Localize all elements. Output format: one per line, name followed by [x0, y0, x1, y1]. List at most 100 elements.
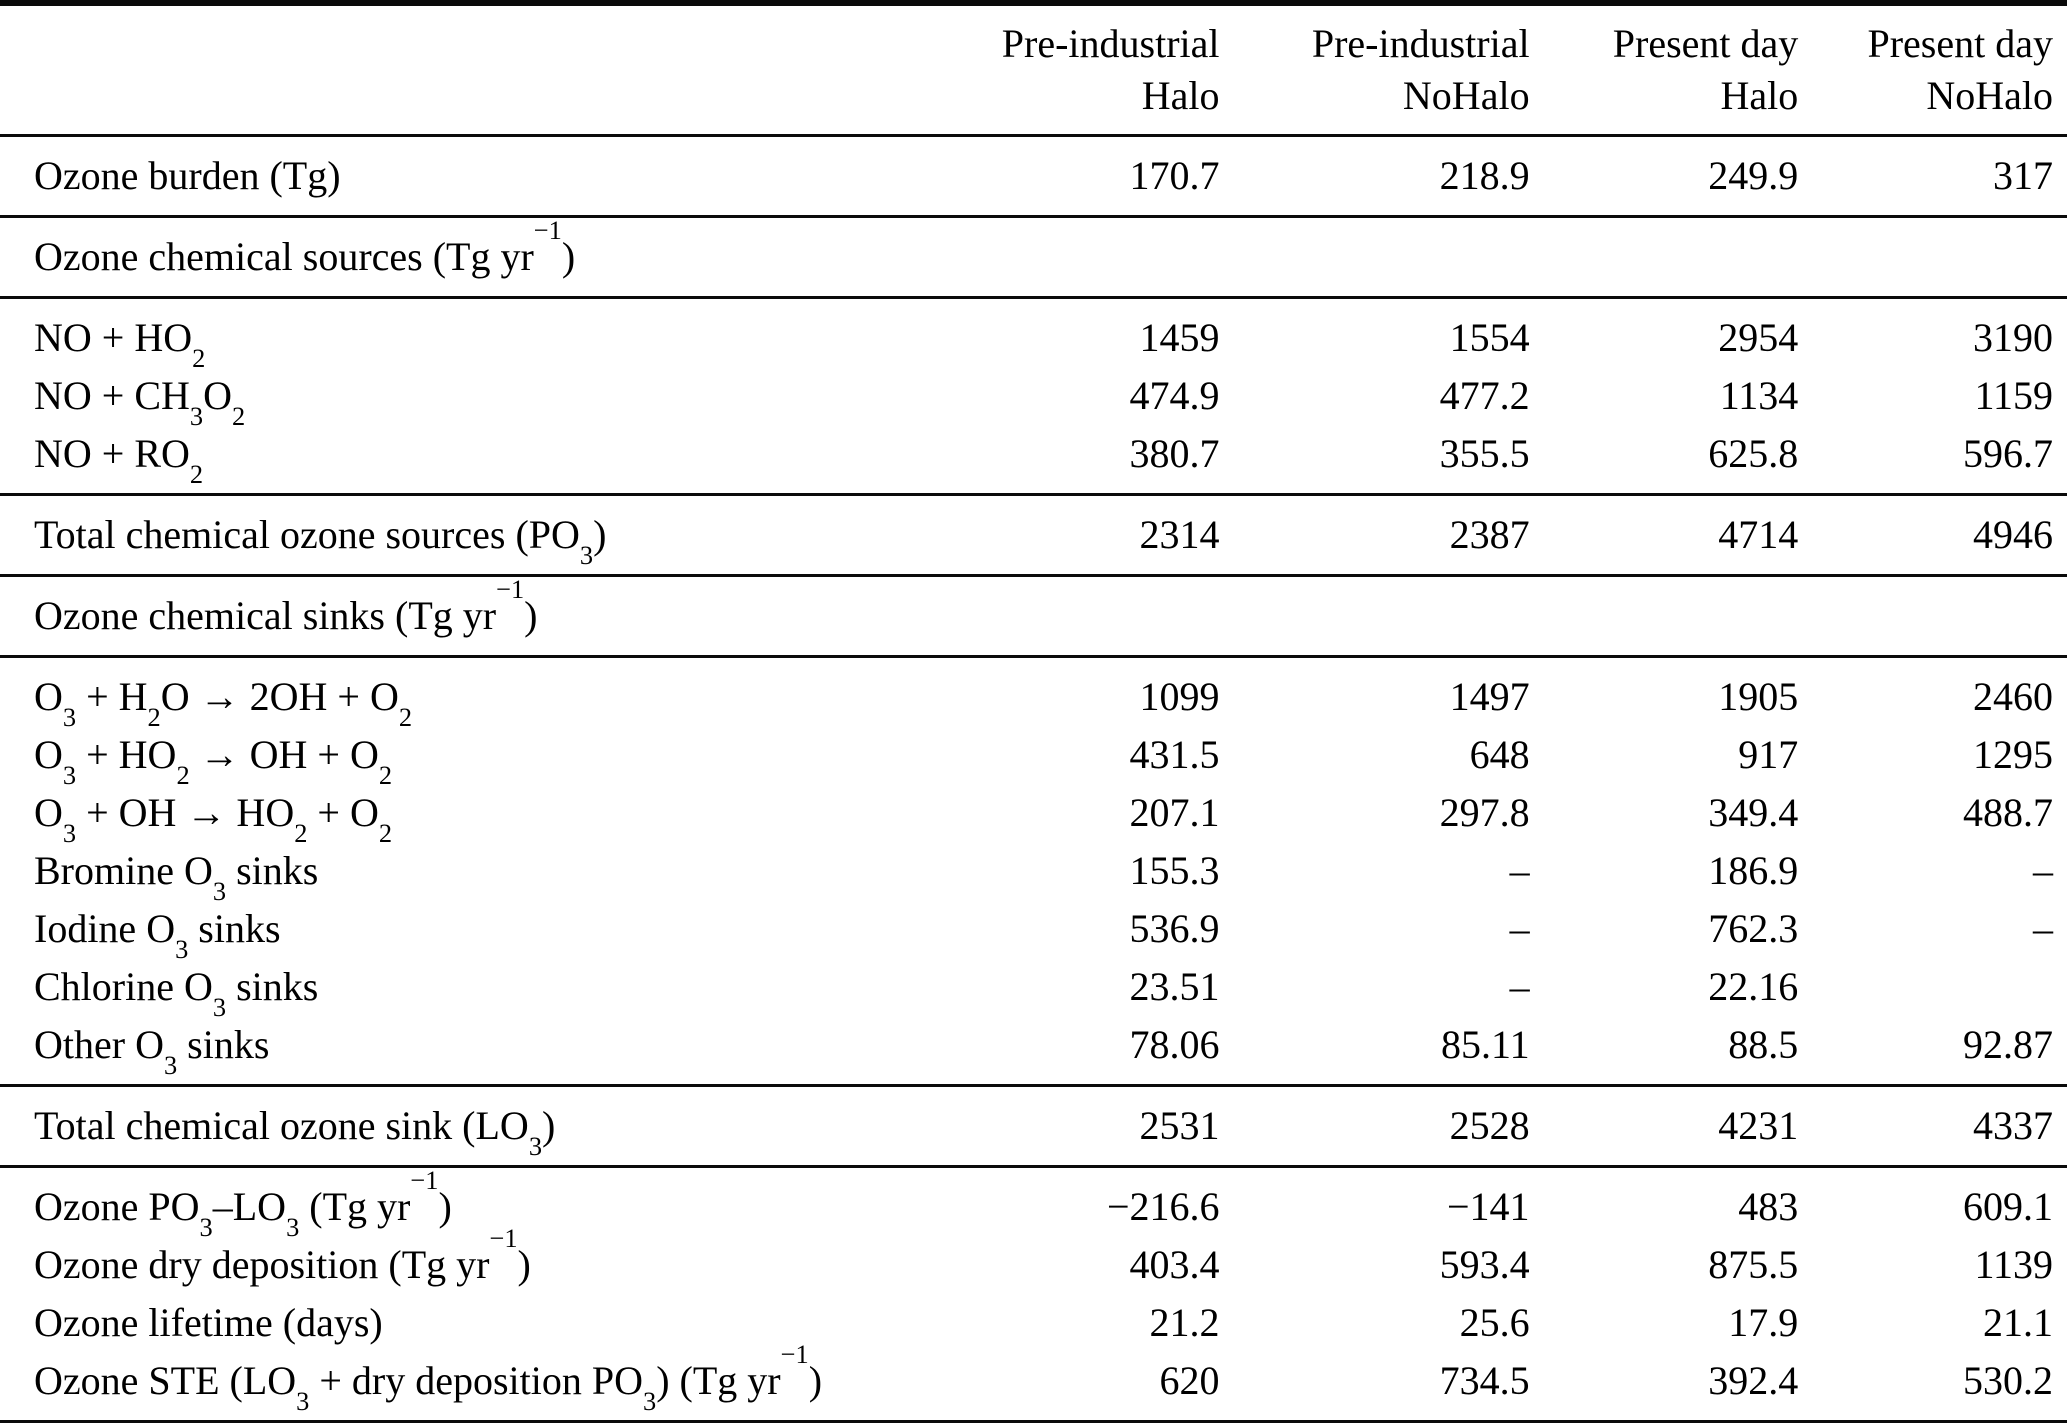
- column-header-line1: Pre-industrial: [1001, 21, 1220, 66]
- data-block: NO + HO2 1459 1554 2954 3190 NO + CH3O2 474.9 4…: [0, 297, 2067, 495]
- data-block: Total chemical ozone sources (PO3) 2314 23…: [0, 494, 2067, 576]
- cell-value: [1798, 958, 2067, 1016]
- cell-value: 317: [1993, 153, 2053, 198]
- cell-value: 2314: [1139, 512, 1220, 557]
- table-row: NO + CH3O2 474.9 477.2 1134 1159: [0, 367, 2067, 430]
- cell-value: 85.11: [1441, 1022, 1530, 1067]
- row-label: Other O3 sinks: [34, 1022, 270, 1081]
- section-header-row: Ozone chemical sources (Tg yr−1): [0, 217, 2067, 298]
- row-label: Ozone STE (LO3 + dry deposition PO3) (Tg…: [34, 1339, 823, 1417]
- cell-value: 4714: [1718, 512, 1799, 557]
- cell-value: 17.9: [1728, 1300, 1799, 1345]
- section-header-row: Ozone chemical sinks (Tg yr−1): [0, 576, 2067, 657]
- table-row: NO + RO2 380.7 355.5 625.8 596.7: [0, 425, 2067, 495]
- cell-value: 4231: [1718, 1103, 1799, 1148]
- table-row: NO + HO2 1459 1554 2954 3190: [0, 298, 2067, 374]
- cell-value: 23.51: [1129, 964, 1220, 1009]
- header-empty-cell: [0, 3, 951, 136]
- column-header-line1: Present day: [1867, 21, 2053, 66]
- cell-value: –: [1509, 964, 1530, 1009]
- cell-value: 249.9: [1708, 153, 1799, 198]
- table-row: Ozone PO3–LO3 (Tg yr−1) −216.6 −141 483 609.…: [0, 1167, 2067, 1240]
- cell-value: 4946: [1973, 512, 2053, 557]
- section-block: Ozone chemical sinks (Tg yr−1): [0, 575, 2067, 657]
- data-block: Ozone PO3–LO3 (Tg yr−1) −216.6 −141 483 609.…: [0, 1166, 2067, 1422]
- header-row: Pre-industrial Halo Pre-industrial NoHalo …: [0, 3, 2067, 136]
- column-header-presentday-halo: Present day Halo: [1530, 3, 1799, 136]
- cell-value: –: [2033, 906, 2053, 951]
- cell-value: 297.8: [1439, 790, 1530, 835]
- row-label: Ozone lifetime (days): [34, 1300, 383, 1345]
- cell-value: 1099: [1139, 674, 1220, 719]
- cell-value: 734.5: [1439, 1358, 1530, 1403]
- table-row: Other O3 sinks 78.06 85.11 88.5 92.87: [0, 1016, 2067, 1086]
- cell-value: 4337: [1973, 1103, 2053, 1148]
- column-header-line1: Present day: [1612, 21, 1799, 66]
- table-row: Chlorine O3 sinks 23.51 – 22.16: [0, 958, 2067, 1023]
- cell-value: 21.1: [1983, 1300, 2053, 1345]
- cell-value: 1905: [1718, 674, 1799, 719]
- data-block: Ozone burden (Tg) 170.7 218.9 249.9 317: [0, 135, 2067, 217]
- cell-value: –: [1509, 848, 1530, 893]
- cell-value: 474.9: [1129, 373, 1220, 418]
- cell-value: 2528: [1449, 1103, 1530, 1148]
- column-header-line2: Halo: [1141, 73, 1220, 118]
- data-block: Total chemical ozone sink (LO3) 2531 2528 4…: [0, 1085, 2067, 1167]
- row-label: O3 + HO2 → OH + O2: [34, 732, 393, 791]
- cell-value: 530.2: [1963, 1358, 2053, 1403]
- cell-value: 155.3: [1129, 848, 1220, 893]
- cell-value: 1295: [1973, 732, 2053, 777]
- row-label: O3 + OH → HO2 + O2: [34, 790, 393, 849]
- cell-value: 1139: [1974, 1242, 2053, 1287]
- cell-value: 2954: [1718, 315, 1799, 360]
- data-block: O3 + H2O → 2OH + O2 1099 1497 1905 2460 O3 + …: [0, 656, 2067, 1086]
- cell-value: 483: [1738, 1184, 1799, 1229]
- cell-value: 1554: [1449, 315, 1530, 360]
- cell-value: 22.16: [1708, 964, 1799, 1009]
- table-row: O3 + HO2 → OH + O2 431.5 648 917 1295: [0, 726, 2067, 791]
- cell-value: 648: [1469, 732, 1530, 777]
- cell-value: −141: [1447, 1184, 1530, 1229]
- cell-value: 1459: [1139, 315, 1220, 360]
- row-label: NO + HO2: [34, 315, 206, 374]
- cell-value: 2460: [1973, 674, 2053, 719]
- cell-value: 218.9: [1439, 153, 1530, 198]
- cell-value: 625.8: [1708, 431, 1799, 476]
- cell-value: 609.1: [1963, 1184, 2053, 1229]
- section-header: Ozone chemical sources (Tg yr−1): [34, 215, 576, 279]
- cell-value: –: [2033, 848, 2053, 893]
- cell-value: 88.5: [1728, 1022, 1799, 1067]
- cell-value: 593.4: [1439, 1242, 1530, 1287]
- cell-value: 78.06: [1129, 1022, 1220, 1067]
- table-row: Ozone STE (LO3 + dry deposition PO3) (Tg…: [0, 1339, 2067, 1422]
- row-label: O3 + H2O → 2OH + O2: [34, 674, 413, 733]
- cell-value: 92.87: [1963, 1022, 2053, 1067]
- table-row: O3 + OH → HO2 + O2 207.1 297.8 349.4 488.7: [0, 784, 2067, 849]
- column-header-line2: NoHalo: [1402, 73, 1530, 118]
- cell-value: 186.9: [1708, 848, 1799, 893]
- cell-value: 170.7: [1129, 153, 1220, 198]
- row-label: Ozone burden (Tg): [34, 153, 341, 198]
- cell-value: 488.7: [1963, 790, 2053, 835]
- table-row: Ozone dry deposition (Tg yr−1) 403.4 593.4…: [0, 1225, 2067, 1294]
- cell-value: 477.2: [1439, 373, 1530, 418]
- cell-value: 392.4: [1708, 1358, 1799, 1403]
- cell-value: 536.9: [1129, 906, 1220, 951]
- table-row: Ozone lifetime (days) 21.2 25.6 17.9 21.1: [0, 1294, 2067, 1352]
- cell-value: 25.6: [1459, 1300, 1530, 1345]
- cell-value: 431.5: [1129, 732, 1220, 777]
- row-label: Chlorine O3 sinks: [34, 964, 319, 1023]
- cell-value: 21.2: [1149, 1300, 1220, 1345]
- cell-value: 2387: [1449, 512, 1530, 557]
- table-row: Iodine O3 sinks 536.9 – 762.3 –: [0, 900, 2067, 963]
- table-row: O3 + H2O → 2OH + O2 1099 1497 1905 2460: [0, 657, 2067, 733]
- cell-value: 207.1: [1129, 790, 1220, 835]
- cell-value: 3190: [1973, 315, 2053, 360]
- section-block: Ozone chemical sources (Tg yr−1): [0, 216, 2067, 298]
- cell-value: −216.6: [1106, 1184, 1220, 1229]
- column-header-line2: Halo: [1720, 73, 1799, 118]
- table-row: Bromine O3 sinks 155.3 – 186.9 –: [0, 842, 2067, 905]
- column-header-line2: NoHalo: [1926, 73, 2053, 118]
- cell-value: –: [1509, 906, 1530, 951]
- row-label: NO + RO2: [34, 431, 204, 490]
